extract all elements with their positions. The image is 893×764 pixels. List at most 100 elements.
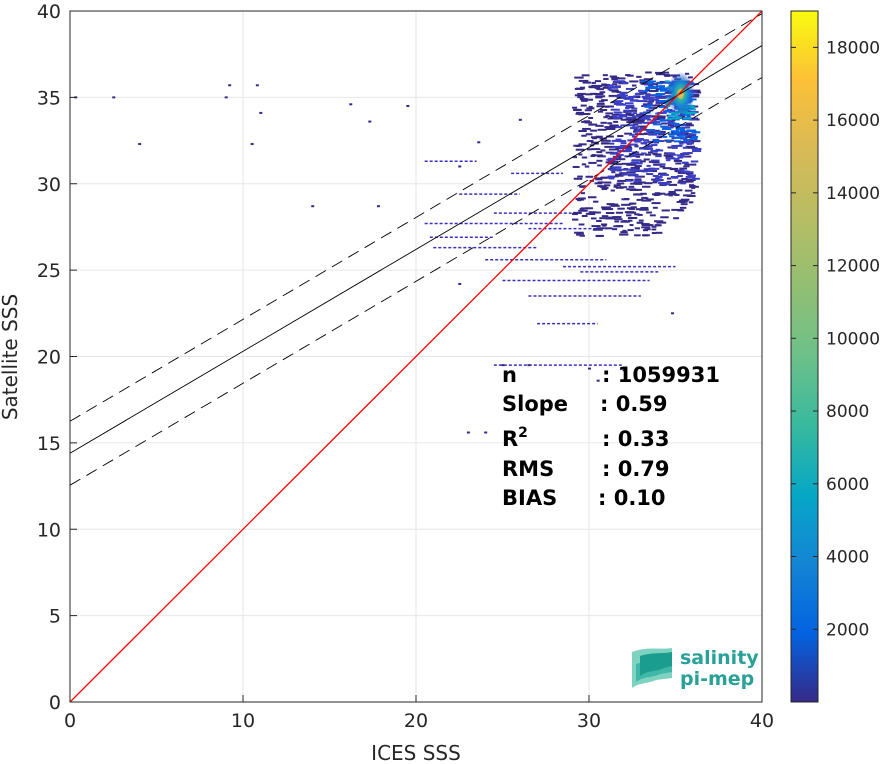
density-cell	[614, 218, 623, 221]
density-cell	[595, 95, 606, 98]
density-cell	[581, 214, 588, 217]
density-cell	[666, 152, 675, 155]
y-tick-label: 20	[37, 347, 61, 369]
density-cell	[573, 211, 582, 214]
density-cell	[684, 139, 690, 142]
density-cell	[600, 223, 608, 226]
density-cell	[641, 224, 652, 227]
density-cell	[668, 183, 678, 186]
density-cell	[645, 71, 652, 74]
density-cell	[621, 198, 630, 201]
density-cell	[590, 129, 598, 132]
stat-n-value: : 1059931	[602, 363, 720, 387]
density-cell	[620, 231, 628, 234]
density-cell	[574, 94, 584, 97]
density-cell	[619, 144, 627, 147]
fit-upper-bound-line	[70, 13, 762, 422]
colorbar-tick-label: 12000	[826, 257, 880, 277]
density-cell	[577, 96, 585, 99]
stat-n-key: n	[502, 363, 517, 387]
density-cell	[595, 135, 603, 138]
density-cell	[618, 114, 626, 117]
density-cell	[649, 98, 659, 101]
density-cell	[578, 223, 585, 226]
density-cell	[614, 101, 622, 104]
density-cell	[691, 150, 702, 153]
density-cell	[610, 168, 620, 171]
density-cell	[620, 140, 626, 143]
density-cell	[646, 211, 652, 214]
density-cell	[578, 209, 588, 212]
density-cell	[691, 95, 700, 98]
density-cell	[679, 155, 686, 158]
density-cell	[653, 94, 663, 97]
density-cell	[671, 144, 682, 147]
sparse-point	[458, 165, 462, 168]
density-cell	[613, 185, 618, 188]
density-cell	[641, 95, 651, 98]
density-cell	[626, 211, 637, 214]
density-cell	[673, 157, 680, 160]
density-cell	[635, 155, 641, 158]
x-tick-label: 30	[577, 710, 601, 732]
density-cell	[658, 172, 667, 175]
sparse-point	[588, 367, 591, 370]
density-cell	[656, 175, 663, 178]
density-cell	[637, 213, 643, 216]
density-cell	[573, 177, 583, 180]
density-cell	[639, 160, 646, 163]
density-cell	[637, 125, 647, 128]
density-cell	[624, 102, 634, 105]
density-cell	[662, 81, 671, 84]
density-cell	[588, 123, 594, 126]
density-cell	[631, 99, 639, 102]
density-cell	[599, 91, 606, 94]
density-cell	[638, 169, 648, 172]
density-cell	[676, 200, 686, 203]
density-cell	[655, 85, 665, 88]
density-cell	[634, 213, 640, 216]
sparse-point	[228, 84, 232, 87]
density-cell	[590, 148, 601, 151]
density-cell	[653, 83, 659, 86]
density-cell	[654, 118, 663, 121]
density-cell	[613, 120, 619, 123]
density-cell	[658, 105, 668, 108]
density-cell	[652, 152, 658, 155]
density-cell	[579, 198, 585, 201]
density-cell	[679, 206, 687, 209]
density-cell	[653, 163, 663, 166]
density-cell	[631, 107, 638, 110]
density-cell	[589, 213, 596, 216]
density-cell	[626, 74, 634, 77]
density-cell	[660, 183, 671, 186]
density-cell	[636, 198, 644, 201]
density-cell	[655, 139, 660, 142]
density-cell	[639, 79, 646, 82]
density-cell	[621, 168, 631, 171]
density-cell	[585, 207, 593, 210]
density-cell	[583, 120, 591, 123]
density-cell	[690, 83, 700, 86]
density-cell	[638, 147, 645, 150]
density-cell	[653, 153, 662, 156]
sparse-point	[376, 205, 380, 208]
sparse-point	[458, 282, 462, 285]
density-cell	[620, 146, 626, 149]
density-cell	[674, 193, 680, 196]
density-cell	[677, 171, 687, 174]
density-cell	[584, 109, 593, 112]
density-cell	[652, 161, 660, 164]
x-axis-label: ICES SSS	[371, 741, 461, 764]
density-cell	[634, 92, 645, 95]
density-cell	[634, 227, 641, 230]
density-cell	[685, 145, 695, 148]
density-cell	[647, 121, 657, 124]
density-cell	[619, 172, 627, 175]
density-cell	[667, 108, 673, 111]
density-cell	[627, 139, 636, 142]
density-cell	[603, 77, 609, 80]
density-cell	[631, 84, 637, 87]
density-cell	[622, 229, 627, 232]
sparse-point	[501, 364, 505, 367]
